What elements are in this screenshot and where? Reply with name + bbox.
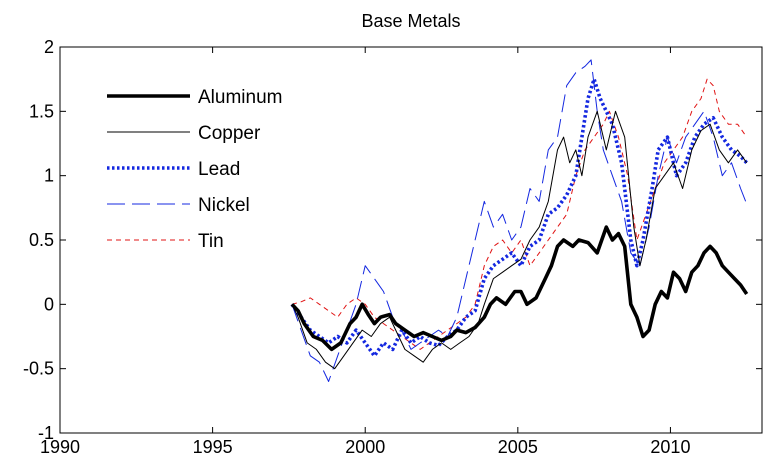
y-tick-label-0: 0 — [44, 294, 54, 314]
plot-background — [60, 47, 762, 433]
legend-label-tin: Tin — [198, 231, 224, 252]
axes-layer: 1990 1995 2000 2005 2010 -1 -0.5 0 0.5 1 1.5 2 — [23, 37, 763, 457]
series-layer — [290, 59, 749, 382]
series-line-aluminum — [290, 225, 749, 352]
legend-label-lead: Lead — [198, 159, 240, 180]
y-tick-label-2: 2 — [44, 37, 54, 57]
plot-area — [60, 47, 762, 433]
x-tick-label-1990: 1990 — [40, 437, 80, 457]
x-tick-label-1995: 1995 — [193, 437, 233, 457]
y-tick-label-0.5: 0.5 — [29, 230, 54, 250]
y-tick-label-1: 1 — [44, 166, 54, 186]
legend-label-aluminum: Aluminum — [198, 87, 282, 108]
legend: Aluminum Copper Lead Nickel Tin — [107, 87, 282, 252]
series-line-nickel — [291, 59, 748, 382]
series-line-lead — [290, 77, 749, 358]
legend-label-nickel: Nickel — [198, 195, 250, 216]
x-tick-label-2010: 2010 — [650, 437, 690, 457]
y-tick-label--1: -1 — [38, 423, 54, 443]
legend-label-copper: Copper — [198, 123, 261, 144]
chart-title: Base Metals — [361, 11, 460, 31]
y-tick-label-1.5: 1.5 — [29, 101, 54, 121]
x-tick-label-2000: 2000 — [345, 437, 385, 457]
x-tick-label-2005: 2005 — [498, 437, 538, 457]
series-line-copper — [291, 110, 748, 370]
y-tick-label--0.5: -0.5 — [23, 359, 54, 379]
